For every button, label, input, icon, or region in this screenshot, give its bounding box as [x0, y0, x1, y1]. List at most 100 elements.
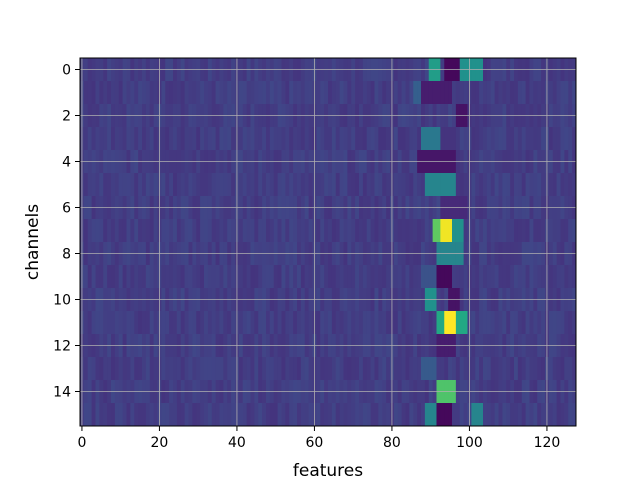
- heatmap-cell: [382, 219, 387, 243]
- heatmap-cell: [281, 127, 286, 151]
- heatmap-cell: [289, 127, 294, 151]
- heatmap-cell: [304, 127, 310, 151]
- heatmap-cell: [196, 127, 201, 151]
- heatmap-cell: [347, 265, 352, 289]
- heatmap-cell: [242, 403, 248, 427]
- heatmap-cell: [424, 265, 430, 289]
- heatmap-cell: [277, 173, 282, 197]
- heatmap-cell: [207, 127, 213, 151]
- x-axis-label: features: [293, 461, 363, 480]
- heatmap-cell: [564, 311, 569, 335]
- heatmap-cell: [254, 173, 259, 197]
- heatmap-cell: [448, 173, 453, 197]
- heatmap-cell: [180, 357, 186, 381]
- heatmap-cell: [409, 127, 414, 151]
- heatmap-cell: [448, 127, 453, 151]
- heatmap-cell: [215, 127, 220, 151]
- heatmap-cell: [444, 127, 449, 151]
- heatmap-cell: [111, 81, 116, 105]
- heatmap-cell: [548, 219, 554, 243]
- heatmap-cell: [219, 311, 224, 335]
- heatmap-cell: [107, 173, 112, 197]
- heatmap-cell: [490, 403, 496, 427]
- heatmap-cell: [432, 127, 437, 151]
- heatmap-cell: [386, 265, 391, 289]
- heatmap-cell: [118, 403, 124, 427]
- heatmap-cell: [114, 357, 120, 381]
- heatmap-cell: [285, 265, 290, 289]
- heatmap-cell: [359, 127, 364, 151]
- heatmap-cell: [362, 357, 368, 381]
- heatmap-cell: [188, 173, 193, 197]
- heatmap-cell: [262, 127, 267, 151]
- heatmap-cell: [386, 127, 391, 151]
- heatmap-cell: [192, 357, 197, 381]
- heatmap-cell: [440, 173, 445, 197]
- heatmap-cell: [370, 127, 375, 151]
- heatmap-cell: [455, 265, 461, 289]
- heatmap-cell: [95, 403, 100, 427]
- x-tick-label: 0: [77, 435, 86, 451]
- heatmap-cell: [351, 81, 356, 105]
- heatmap-cell: [490, 265, 496, 289]
- heatmap-cell: [107, 81, 112, 105]
- heatmap-cell: [126, 311, 131, 335]
- heatmap-cell: [355, 81, 360, 105]
- heatmap-cell: [83, 173, 89, 197]
- heatmap-cell: [401, 311, 406, 335]
- heatmap-cell: [107, 219, 112, 243]
- x-tick-label: 40: [228, 435, 246, 451]
- heatmap-cell: [514, 311, 519, 335]
- heatmap-cell: [475, 265, 480, 289]
- heatmap-cell: [494, 173, 499, 197]
- heatmap-cell: [335, 403, 341, 427]
- heatmap-cell: [436, 265, 441, 289]
- heatmap-cell: [424, 357, 430, 381]
- heatmap-cell: [176, 265, 182, 289]
- heatmap-cell: [95, 127, 100, 151]
- heatmap-cell: [293, 357, 298, 381]
- heatmap-cell: [149, 219, 155, 243]
- heatmap-cell: [83, 311, 89, 335]
- heatmap-cell: [266, 127, 271, 151]
- heatmap-cell: [308, 311, 313, 335]
- heatmap-cell: [483, 311, 488, 335]
- heatmap-cell: [506, 173, 511, 197]
- heatmap-cell: [370, 265, 375, 289]
- heatmap-cell: [548, 357, 554, 381]
- heatmap-cell: [324, 127, 329, 151]
- heatmap-cell: [320, 127, 325, 151]
- heatmap-cell: [176, 219, 182, 243]
- heatmap-cell: [483, 219, 488, 243]
- heatmap-cell: [227, 127, 232, 151]
- heatmap-cell: [161, 219, 166, 243]
- heatmap-cell: [188, 219, 193, 243]
- heatmap-cell: [231, 127, 236, 151]
- heatmap-cell: [153, 127, 158, 151]
- heatmap-cell: [343, 357, 348, 381]
- heatmap-cell: [289, 81, 294, 105]
- heatmap-cell: [533, 357, 538, 381]
- heatmap-cell: [308, 81, 313, 105]
- heatmap-cell: [289, 173, 294, 197]
- heatmap-cell: [91, 265, 96, 289]
- heatmap-cell: [277, 127, 282, 151]
- heatmap-cell: [200, 357, 205, 381]
- heatmap-cell: [343, 219, 348, 243]
- heatmap-cell: [204, 127, 209, 151]
- heatmap-cell: [556, 265, 561, 289]
- heatmap-cell: [266, 219, 271, 243]
- heatmap-cell: [568, 219, 573, 243]
- heatmap-cell: [459, 173, 465, 197]
- heatmap-cell: [219, 357, 224, 381]
- heatmap-cell: [463, 127, 468, 151]
- heatmap-cell: [440, 265, 445, 289]
- heatmap-cell: [254, 127, 259, 151]
- heatmap-cell: [525, 219, 530, 243]
- heatmap-cell: [207, 81, 213, 105]
- heatmap-cell: [494, 81, 499, 105]
- heatmap-cell: [281, 265, 286, 289]
- heatmap-cell: [289, 219, 294, 243]
- heatmap-cell: [219, 265, 224, 289]
- heatmap-cell: [359, 311, 364, 335]
